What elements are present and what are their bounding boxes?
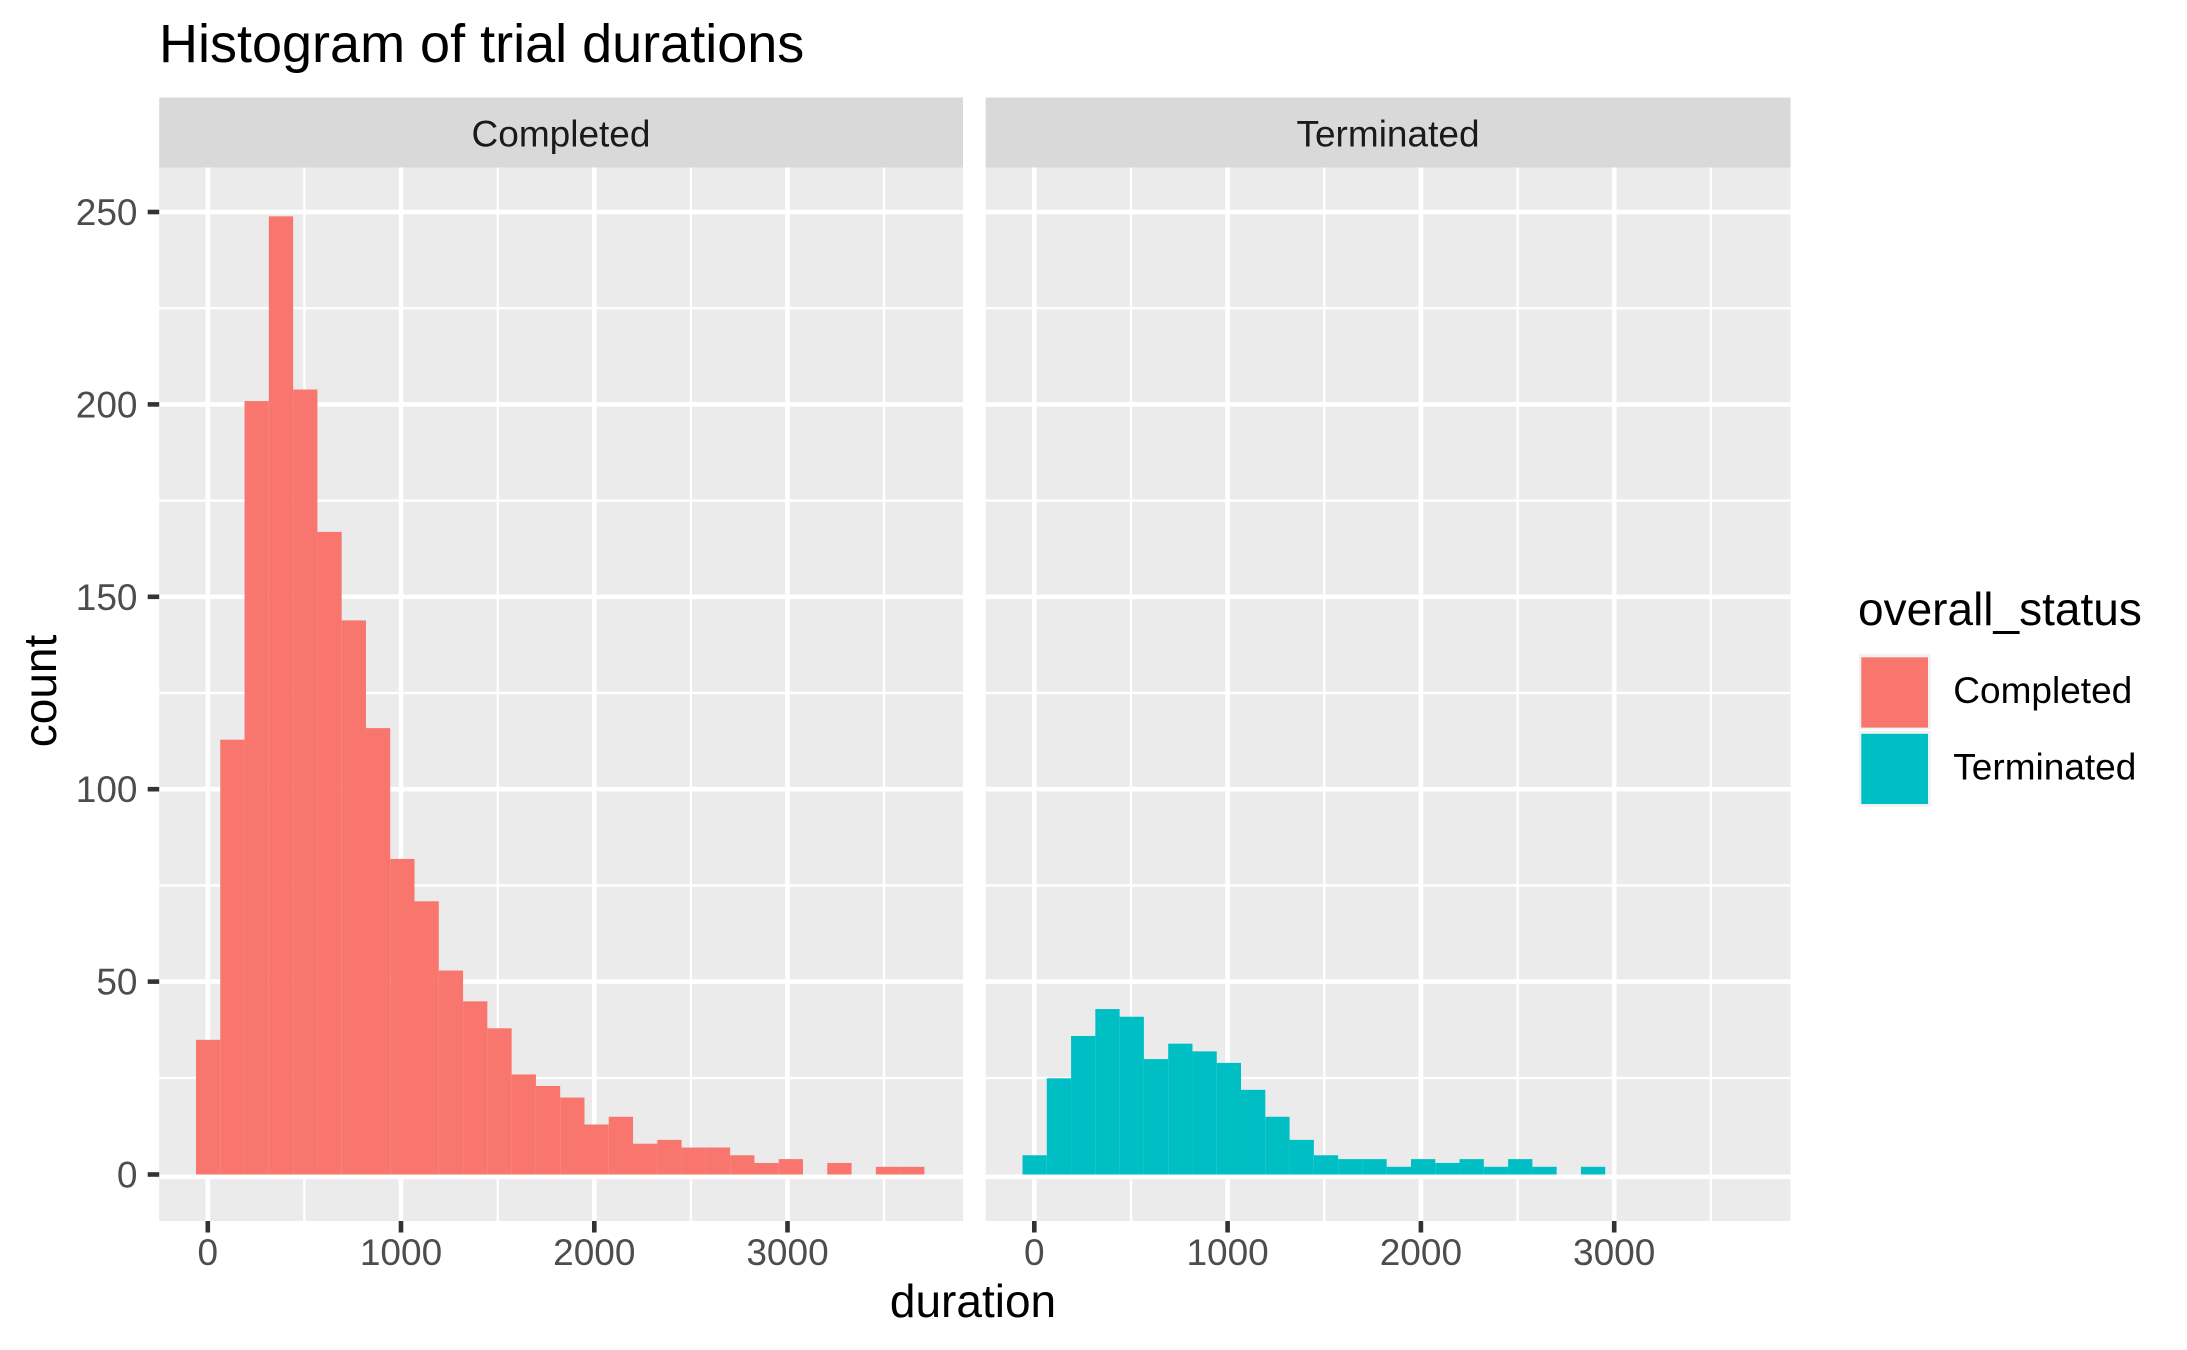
svg-text:0: 0 bbox=[1024, 1232, 1045, 1273]
svg-text:0: 0 bbox=[198, 1232, 219, 1273]
svg-text:Completed: Completed bbox=[472, 114, 651, 155]
svg-text:overall_status: overall_status bbox=[1858, 583, 2142, 635]
svg-text:duration: duration bbox=[890, 1275, 1056, 1327]
svg-text:100: 100 bbox=[76, 769, 138, 810]
svg-text:Completed: Completed bbox=[1953, 670, 2132, 711]
svg-text:3000: 3000 bbox=[1573, 1232, 1655, 1273]
svg-text:1000: 1000 bbox=[360, 1232, 442, 1273]
svg-text:Histogram of trial durations: Histogram of trial durations bbox=[159, 14, 804, 74]
svg-text:Terminated: Terminated bbox=[1953, 747, 2136, 788]
svg-text:3000: 3000 bbox=[746, 1232, 828, 1273]
svg-text:count: count bbox=[14, 635, 66, 748]
svg-text:200: 200 bbox=[76, 384, 138, 425]
svg-text:Terminated: Terminated bbox=[1296, 114, 1479, 155]
svg-text:2000: 2000 bbox=[1380, 1232, 1462, 1273]
svg-text:0: 0 bbox=[117, 1155, 138, 1196]
svg-text:150: 150 bbox=[76, 577, 138, 618]
svg-text:250: 250 bbox=[76, 192, 138, 233]
svg-text:50: 50 bbox=[96, 962, 137, 1003]
svg-text:1000: 1000 bbox=[1186, 1232, 1268, 1273]
svg-text:2000: 2000 bbox=[553, 1232, 635, 1273]
